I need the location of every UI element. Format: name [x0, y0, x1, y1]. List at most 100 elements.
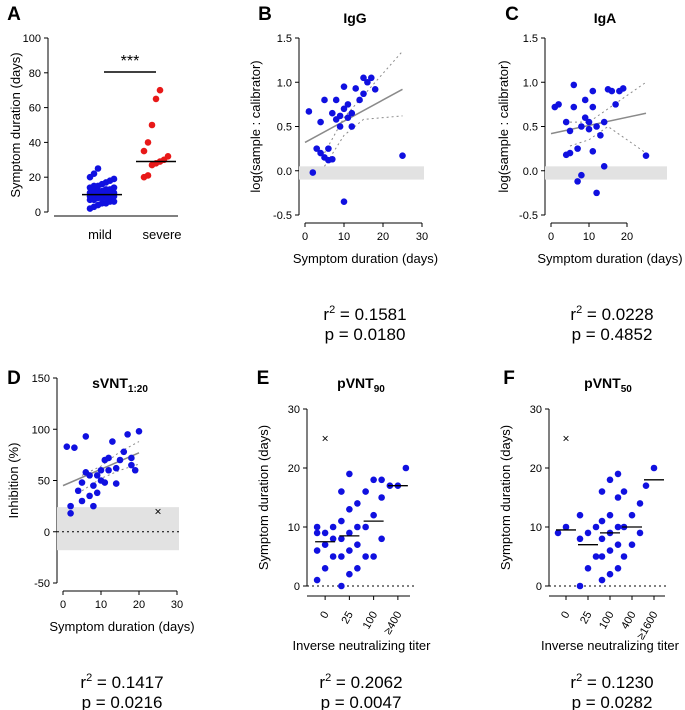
r-squared-part: 2 [576, 672, 582, 684]
data-point [325, 145, 332, 152]
data-point [606, 547, 614, 554]
data-point [336, 112, 344, 120]
data-point [109, 438, 116, 445]
r-squared-part: 2 [329, 304, 335, 316]
ci-lower-line [324, 115, 403, 167]
data-point [576, 582, 584, 590]
panel-title: IgA [594, 10, 617, 26]
control-band [545, 166, 667, 180]
data-point [370, 476, 377, 484]
data-point-severe [152, 95, 160, 103]
data-point [612, 101, 619, 108]
y-tick-label: 20 [288, 463, 300, 475]
data-point [340, 83, 348, 90]
y-tick-label: 10 [530, 522, 542, 534]
x-category-label: 100 [361, 610, 381, 632]
r-squared-text: r2 = 0.1417 [80, 672, 163, 692]
x-category-label: severe [142, 227, 181, 242]
data-point [614, 494, 622, 501]
data-point [74, 487, 82, 495]
panel-title: IgG [343, 10, 366, 26]
panel-title: sVNT1:20 [92, 375, 148, 395]
y-tick-label: 0.0 [523, 166, 538, 178]
data-point [362, 553, 369, 560]
data-point [97, 466, 105, 474]
x-tick-label: 20 [133, 599, 145, 611]
data-point [574, 145, 581, 152]
r-squared-part: = 0.0228 [582, 305, 653, 324]
x-tick-label: 20 [377, 231, 389, 243]
x-tick-label: 10 [583, 231, 595, 243]
y-tick-label: -0.5 [519, 210, 538, 222]
data-point [309, 169, 317, 176]
data-point [128, 454, 135, 462]
y-tick-label: 60 [29, 103, 41, 115]
r-squared-part: 2 [325, 672, 331, 684]
data-point [344, 101, 352, 108]
data-point-severe [144, 139, 152, 146]
data-point [562, 523, 570, 531]
x-category-label: 400 [619, 610, 639, 632]
r-squared-text: r2 = 0.0228 [570, 304, 653, 324]
data-point-severe [144, 172, 152, 179]
data-point [378, 535, 385, 543]
data-point [608, 87, 616, 95]
y-tick-label: 10 [288, 522, 300, 534]
r-squared-text: r2 = 0.1230 [570, 672, 653, 692]
data-point [364, 78, 371, 86]
data-point [313, 529, 321, 537]
data-point [585, 118, 593, 126]
data-point [348, 123, 356, 130]
data-point [593, 189, 600, 197]
data-point [628, 511, 636, 519]
data-point [570, 103, 578, 111]
data-point [356, 96, 363, 104]
data-point-severe [148, 121, 156, 129]
data-point [336, 123, 344, 130]
y-tick-label: 0.0 [277, 166, 292, 178]
x-category-label: 0 [318, 610, 331, 621]
panel-C: C IgA -0.5 0.0 0.5 1.0 1.5 log(sample : calibra… [496, 4, 683, 344]
r-squared-part: r [319, 673, 325, 692]
y-tick-label: 1.5 [277, 33, 292, 45]
data-point [555, 101, 562, 108]
data-point [598, 535, 606, 543]
y-tick-label: 0 [536, 581, 542, 593]
data-point [636, 529, 644, 537]
data-point [614, 523, 622, 531]
r-squared-part: = 0.1230 [582, 673, 653, 692]
data-point [578, 171, 585, 179]
data-point [592, 553, 600, 560]
x-category-label: 100 [597, 610, 617, 632]
outlier-cross: × [562, 432, 569, 446]
data-point [338, 535, 345, 543]
data-point [581, 96, 589, 104]
data-point [90, 502, 97, 510]
data-point [614, 541, 622, 548]
data-point [650, 464, 658, 472]
y-tick-label: 40 [29, 137, 41, 149]
panel-title: pVNT50 [584, 375, 632, 395]
data-point [67, 510, 74, 517]
data-point [606, 570, 614, 578]
y-axis-label: Symptom duration (days) [256, 425, 271, 570]
data-point [321, 529, 329, 537]
data-point [344, 114, 352, 121]
x-tick-label: 10 [95, 599, 107, 611]
data-point [101, 479, 109, 486]
x-tick-label: 30 [416, 231, 428, 243]
data-point-mild [110, 175, 118, 183]
data-point [338, 553, 345, 560]
data-point [313, 547, 321, 554]
data-point [116, 456, 124, 464]
x-axis-label: Inverse neutralizing titer [292, 638, 431, 653]
outlier-cross: × [154, 504, 161, 518]
p-value-text: p = 0.4852 [572, 325, 653, 344]
y-tick-label: 20 [29, 172, 41, 184]
panel-title-subscript: 50 [621, 384, 633, 395]
control-band [57, 507, 179, 551]
y-tick-label: 150 [32, 373, 50, 385]
data-point [399, 152, 406, 160]
data-point [329, 109, 336, 117]
